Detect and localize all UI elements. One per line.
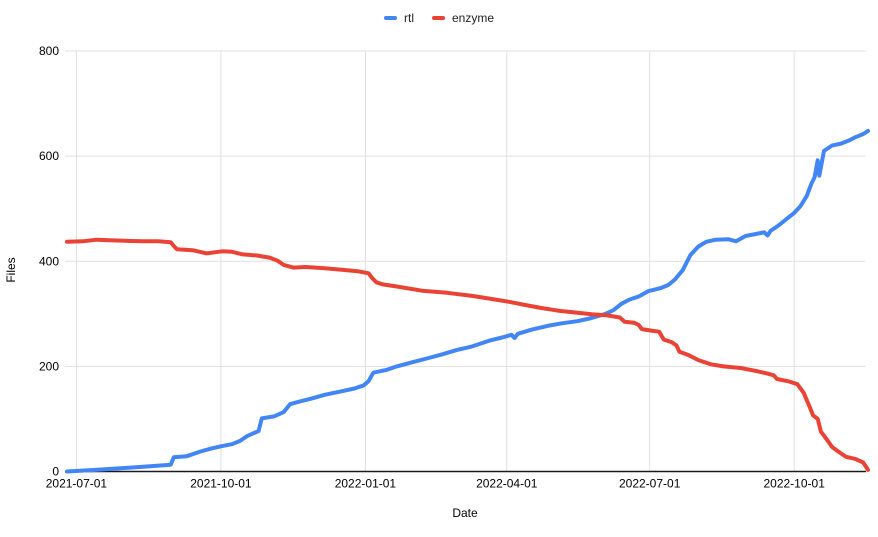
x-tick-label: 2022-10-01 [763,477,825,491]
legend-item-rtl[interactable]: rtl [383,11,414,25]
x-axis-title: Date [452,506,478,520]
x-tick-label: 2022-01-01 [335,477,397,491]
x-tick-label: 2021-10-01 [190,477,252,491]
legend-swatch-icon [431,16,445,20]
chart-legend: rtl enzyme [0,9,878,27]
y-tick-label: 400 [39,254,59,268]
legend-item-enzyme[interactable]: enzyme [431,11,495,25]
series-line-rtl [65,128,870,474]
y-tick-label: 800 [39,44,59,58]
y-tick-label: 0 [52,465,59,479]
y-tick-label: 200 [39,359,59,373]
x-tick-label: 2022-04-01 [476,477,538,491]
y-axis-title: Files [4,257,18,282]
legend-label: rtl [403,11,414,25]
legend-label: enzyme [451,11,495,25]
legend-swatch-icon [383,16,397,20]
series-line-enzyme [65,237,870,472]
x-tick-label: 2021-07-01 [46,477,108,491]
x-tick-label: 2022-07-01 [619,477,681,491]
y-tick-label: 600 [39,149,59,163]
